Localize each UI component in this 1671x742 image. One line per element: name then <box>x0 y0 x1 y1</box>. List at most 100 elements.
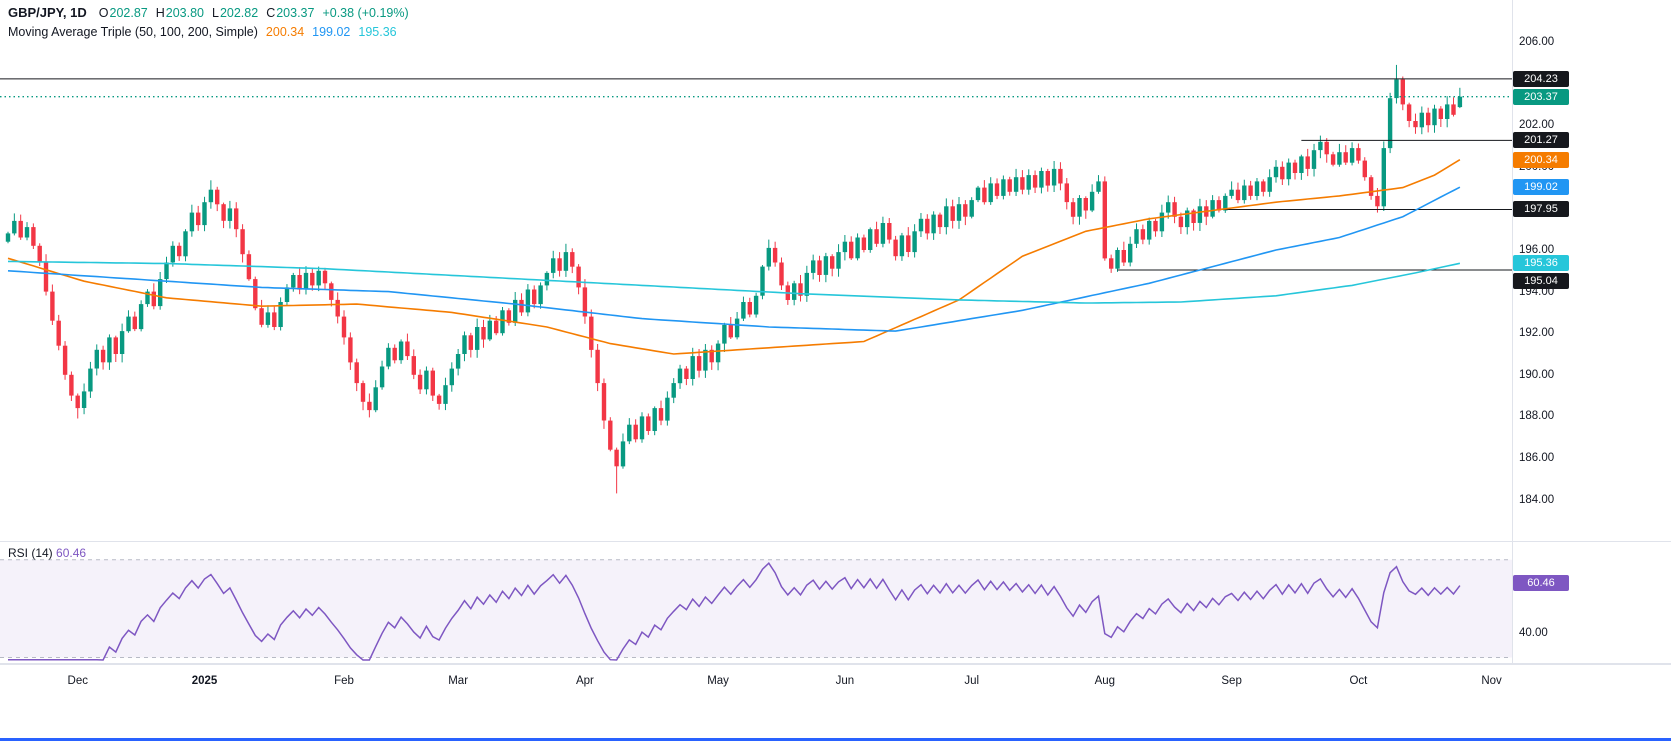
candle[interactable] <box>215 189 220 205</box>
candle[interactable] <box>652 408 657 431</box>
candle[interactable] <box>1128 243 1133 263</box>
candle[interactable] <box>779 262 784 286</box>
candle[interactable] <box>937 214 943 228</box>
candle[interactable] <box>94 349 99 369</box>
candle[interactable] <box>481 327 486 340</box>
candle[interactable] <box>430 370 435 396</box>
candle[interactable] <box>1070 202 1076 217</box>
candle[interactable] <box>1305 156 1310 169</box>
candle[interactable] <box>234 208 239 230</box>
candle[interactable] <box>956 204 962 221</box>
candle[interactable] <box>823 256 829 275</box>
candle[interactable] <box>925 218 930 234</box>
candle[interactable] <box>753 295 759 315</box>
candle[interactable] <box>240 229 245 255</box>
candle[interactable] <box>164 262 169 280</box>
ma50-line[interactable] <box>7 159 1461 355</box>
candle[interactable] <box>1026 175 1031 190</box>
candle[interactable] <box>1147 220 1152 240</box>
candle[interactable] <box>107 337 112 363</box>
candle[interactable] <box>665 397 670 421</box>
candle[interactable] <box>208 189 214 203</box>
candle[interactable] <box>132 316 137 330</box>
candle[interactable] <box>1457 96 1463 108</box>
candle[interactable] <box>849 241 854 259</box>
candle[interactable] <box>1007 179 1012 192</box>
candle[interactable] <box>1191 210 1196 224</box>
candle[interactable] <box>1356 148 1361 161</box>
candle[interactable] <box>1102 181 1107 259</box>
candle[interactable] <box>455 354 461 369</box>
candle[interactable] <box>1051 168 1057 186</box>
candle[interactable] <box>1140 229 1146 240</box>
candle[interactable] <box>1330 154 1336 165</box>
candle[interactable] <box>291 275 296 288</box>
candle[interactable] <box>538 285 543 305</box>
candle[interactable] <box>620 441 626 467</box>
candle[interactable] <box>1210 200 1215 217</box>
candle[interactable] <box>1166 202 1171 213</box>
candle[interactable] <box>1178 216 1184 228</box>
candle[interactable] <box>1134 229 1139 244</box>
candle[interactable] <box>1020 177 1025 190</box>
candle[interactable] <box>392 347 397 361</box>
candle[interactable] <box>950 206 955 221</box>
candle[interactable] <box>544 272 550 286</box>
candle[interactable] <box>912 231 917 253</box>
candle[interactable] <box>1349 148 1355 163</box>
candle[interactable] <box>1381 148 1386 207</box>
candle[interactable] <box>1153 220 1158 232</box>
candle[interactable] <box>297 275 302 290</box>
candle[interactable] <box>811 260 816 273</box>
candle[interactable] <box>906 235 911 252</box>
candle[interactable] <box>113 337 118 354</box>
candle[interactable] <box>703 349 708 371</box>
candle[interactable] <box>931 214 936 234</box>
candle[interactable] <box>1172 202 1177 217</box>
candle[interactable] <box>893 239 898 257</box>
candle[interactable] <box>994 183 1000 196</box>
candle[interactable] <box>1292 162 1298 173</box>
candle[interactable] <box>386 347 391 367</box>
candle[interactable] <box>436 395 442 404</box>
candle[interactable] <box>1318 141 1323 151</box>
candle[interactable] <box>56 320 61 346</box>
candle[interactable] <box>494 320 499 334</box>
candle[interactable] <box>253 279 258 309</box>
candle[interactable] <box>1299 156 1304 173</box>
candle[interactable] <box>1432 108 1437 126</box>
candle[interactable] <box>1039 171 1044 188</box>
candle[interactable] <box>772 247 778 263</box>
candle[interactable] <box>202 202 207 226</box>
rsi-line[interactable] <box>8 562 1461 661</box>
candle[interactable] <box>1254 181 1260 196</box>
candle[interactable] <box>513 299 518 323</box>
candle[interactable] <box>43 262 49 292</box>
candle[interactable] <box>836 252 841 269</box>
candle[interactable] <box>1229 189 1234 196</box>
candle[interactable] <box>259 308 264 325</box>
candle[interactable] <box>468 335 473 350</box>
candle[interactable] <box>1267 177 1272 192</box>
candle[interactable] <box>614 449 619 467</box>
ma100-line[interactable] <box>7 186 1461 332</box>
candle[interactable] <box>24 227 30 238</box>
candle[interactable] <box>278 302 283 327</box>
candle[interactable] <box>861 237 867 251</box>
candle[interactable] <box>887 223 892 240</box>
candle[interactable] <box>367 401 372 411</box>
candle[interactable] <box>1083 198 1088 211</box>
candle[interactable] <box>1286 162 1291 180</box>
candle[interactable] <box>1223 195 1228 211</box>
candle[interactable] <box>715 343 721 363</box>
candle[interactable] <box>183 231 188 257</box>
candle[interactable] <box>411 356 416 375</box>
candle[interactable] <box>747 302 752 315</box>
candle[interactable] <box>855 237 860 259</box>
candle[interactable] <box>804 272 809 296</box>
candle[interactable] <box>1058 168 1063 184</box>
candle[interactable] <box>1185 210 1190 228</box>
candle[interactable] <box>519 299 524 313</box>
candle[interactable] <box>158 279 163 307</box>
candle[interactable] <box>1273 166 1279 178</box>
